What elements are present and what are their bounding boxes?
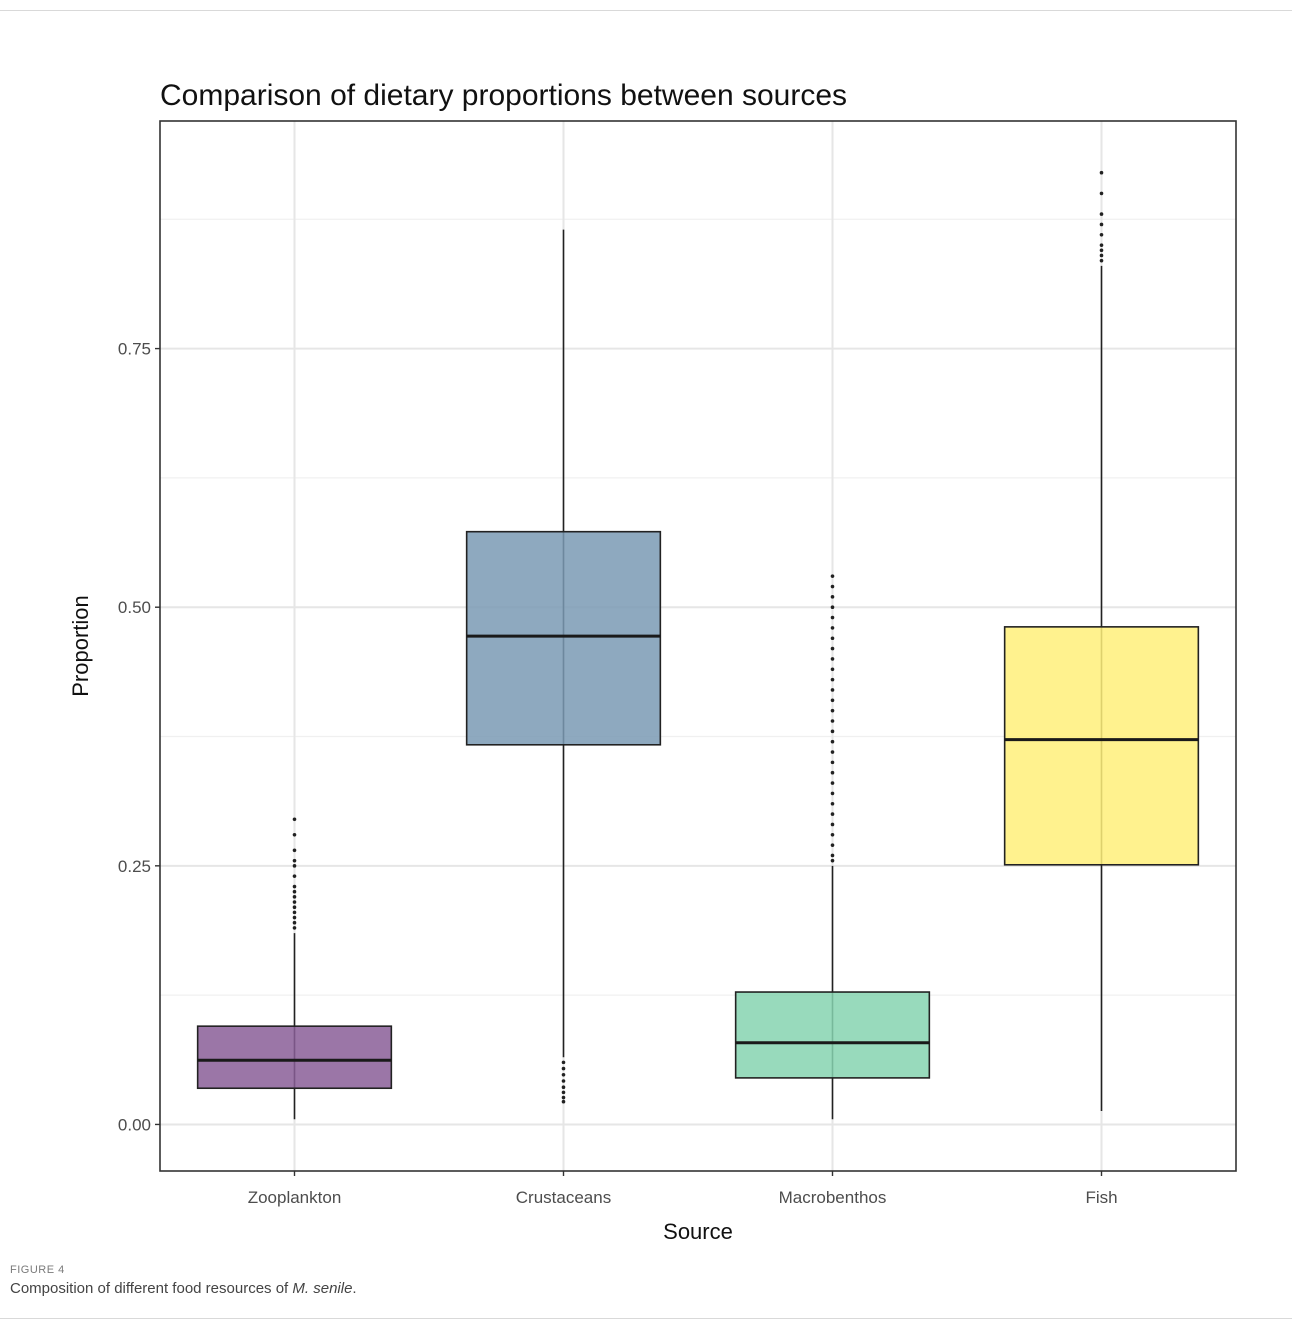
outlier-point bbox=[830, 636, 835, 641]
y-tick-label: 0.75 bbox=[118, 340, 151, 359]
outlier-point bbox=[830, 729, 835, 734]
plot-border bbox=[159, 120, 1237, 1172]
x-tick-label: Macrobenthos bbox=[779, 1188, 887, 1207]
outlier-point bbox=[292, 900, 297, 904]
y-axis-label: Proportion bbox=[68, 595, 93, 697]
x-axis-label: Source bbox=[663, 1219, 733, 1244]
figure-label: FIGURE 4 bbox=[10, 1264, 65, 1276]
outlier-point bbox=[1099, 258, 1104, 263]
top-divider bbox=[0, 10, 1292, 11]
outlier-point bbox=[830, 584, 835, 589]
boxplot-chart: 0.00 0.25 0.50 0.75 Zooplankton Crustaceans Ma… bbox=[68, 79, 1237, 1244]
outlier-point bbox=[292, 858, 297, 863]
outlier-point bbox=[830, 657, 835, 661]
bottom-divider bbox=[0, 1318, 1292, 1319]
outlier-point bbox=[1099, 191, 1104, 196]
box bbox=[196, 1025, 393, 1090]
outlier-point bbox=[830, 812, 835, 816]
outlier-point bbox=[830, 688, 835, 692]
box-group-fish bbox=[1003, 170, 1200, 1111]
outlier-point bbox=[1099, 170, 1104, 175]
y-tick-label: 0.50 bbox=[118, 598, 151, 617]
x-tick-label: Crustaceans bbox=[516, 1188, 611, 1207]
outlier-point bbox=[830, 791, 835, 796]
outlier-point bbox=[830, 832, 835, 837]
box-group-macrobenthos bbox=[734, 574, 931, 1120]
outlier-point bbox=[1099, 212, 1104, 216]
outlier-point bbox=[1099, 253, 1104, 258]
outlier-point bbox=[830, 677, 835, 682]
x-tick-label: Fish bbox=[1085, 1188, 1117, 1207]
outlier-point bbox=[292, 884, 297, 889]
outlier-point bbox=[561, 1060, 566, 1065]
outlier-point bbox=[830, 605, 835, 610]
caption-text-before: Composition of different food resources … bbox=[10, 1280, 293, 1297]
outlier-point bbox=[1099, 232, 1104, 237]
y-tick-label: 0.25 bbox=[118, 857, 151, 876]
outlier-point bbox=[830, 781, 835, 785]
outlier-point bbox=[830, 574, 835, 578]
box-group-zooplankton bbox=[196, 817, 393, 1120]
outlier-point bbox=[292, 895, 297, 899]
caption-text-after: . bbox=[352, 1280, 357, 1297]
outlier-point bbox=[292, 889, 297, 894]
box-group-crustaceans bbox=[465, 229, 662, 1104]
outlier-point bbox=[830, 615, 835, 620]
outlier-point bbox=[830, 646, 835, 651]
outlier-point bbox=[830, 698, 835, 703]
caption-species: M. senile bbox=[292, 1280, 353, 1297]
outlier-point bbox=[292, 864, 297, 868]
outlier-point bbox=[292, 915, 297, 920]
outlier-point bbox=[830, 770, 835, 775]
outlier-point bbox=[292, 848, 297, 853]
outlier-point bbox=[1099, 243, 1104, 247]
outlier-point bbox=[830, 843, 835, 847]
figure-caption-text: Composition of different food resources … bbox=[10, 1280, 1280, 1297]
y-tick-label: 0.00 bbox=[118, 1115, 151, 1134]
outlier-point bbox=[561, 1085, 566, 1090]
outlier-point bbox=[830, 822, 835, 827]
x-tick-label: Zooplankton bbox=[248, 1188, 342, 1207]
outlier-point bbox=[292, 817, 297, 822]
box bbox=[734, 991, 931, 1079]
outlier-point bbox=[830, 801, 835, 806]
figure-caption: FIGURE 4 Composition of different food r… bbox=[10, 1264, 1280, 1297]
outlier-point bbox=[830, 739, 835, 744]
outlier-point bbox=[830, 853, 835, 858]
outlier-point bbox=[292, 905, 297, 910]
outlier-point bbox=[292, 832, 297, 837]
outlier-point bbox=[561, 1099, 566, 1104]
chart-title: Comparison of dietary proportions betwee… bbox=[160, 79, 847, 112]
outlier-point bbox=[292, 926, 297, 930]
outlier-point bbox=[1099, 222, 1104, 227]
outlier-point bbox=[830, 760, 835, 765]
outlier-point bbox=[1099, 248, 1104, 253]
outlier-point bbox=[561, 1079, 566, 1083]
outlier-point bbox=[830, 750, 835, 754]
outlier-point bbox=[830, 595, 835, 599]
box bbox=[465, 530, 662, 746]
outlier-point bbox=[830, 667, 835, 672]
outlier-point bbox=[830, 708, 835, 713]
outlier-point bbox=[830, 858, 835, 863]
outlier-point bbox=[561, 1072, 566, 1077]
outlier-point bbox=[830, 719, 835, 723]
outlier-point bbox=[561, 1090, 566, 1095]
outlier-point bbox=[561, 1066, 566, 1071]
outlier-point bbox=[561, 1095, 566, 1100]
outlier-point bbox=[830, 626, 835, 630]
box bbox=[1003, 626, 1200, 866]
outlier-point bbox=[292, 874, 297, 878]
outlier-point bbox=[292, 920, 297, 925]
outlier-point bbox=[292, 910, 297, 915]
